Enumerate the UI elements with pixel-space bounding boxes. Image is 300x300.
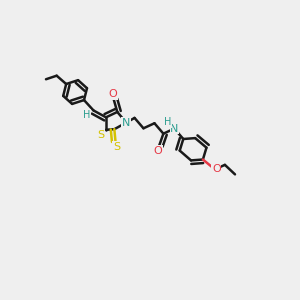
Text: O: O (212, 164, 221, 174)
Text: S: S (98, 130, 105, 140)
Text: H: H (164, 117, 171, 127)
Text: S: S (113, 142, 120, 152)
Text: O: O (109, 89, 117, 99)
Text: H: H (83, 110, 91, 120)
Text: N: N (170, 124, 178, 134)
Text: O: O (154, 146, 162, 156)
Text: N: N (122, 118, 130, 128)
